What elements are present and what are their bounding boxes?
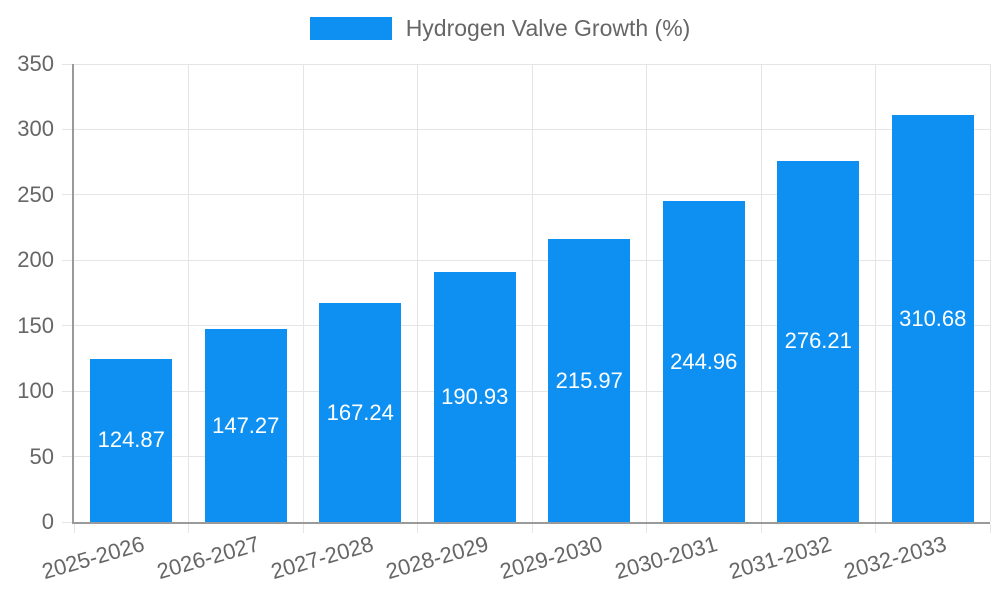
x-axis-tick-label: 2028-2029 xyxy=(382,531,491,585)
y-axis-tick-label: 50 xyxy=(29,443,54,469)
y-tick-mark xyxy=(62,194,72,196)
x-axis-tick-label: 2025-2026 xyxy=(39,531,148,585)
x-tick-mark xyxy=(646,524,647,533)
y-axis-tick-label: 300 xyxy=(17,116,54,142)
legend: Hydrogen Valve Growth (%) xyxy=(0,15,1000,41)
bar: 124.87 xyxy=(90,358,173,522)
x-tick-mark xyxy=(73,524,75,533)
bar-value-label: 124.87 xyxy=(97,427,165,453)
bar: 276.21 xyxy=(777,160,860,522)
x-axis-tick-label: 2030-2031 xyxy=(611,531,720,585)
y-axis-tick-label: 0 xyxy=(41,509,54,534)
bar-value-label: 167.24 xyxy=(326,399,394,425)
x-tick-mark xyxy=(531,524,533,533)
bar: 244.96 xyxy=(662,201,745,522)
bar-value-label: 215.97 xyxy=(555,367,623,393)
x-gridline xyxy=(989,64,991,522)
y-tick-mark xyxy=(62,325,72,327)
y-tick-mark xyxy=(62,390,72,392)
bar: 215.97 xyxy=(548,239,631,522)
bar: 167.24 xyxy=(319,303,402,522)
x-axis-tick-label: 2027-2028 xyxy=(268,531,377,585)
legend-color-swatch xyxy=(309,16,392,40)
y-tick-mark xyxy=(62,63,72,65)
x-tick-mark xyxy=(302,524,304,533)
legend-label: Hydrogen Valve Growth (%) xyxy=(405,15,691,41)
x-gridline xyxy=(302,64,304,522)
legend-item[interactable]: Hydrogen Valve Growth (%) xyxy=(309,15,691,41)
y-axis-tick-label: 350 xyxy=(17,51,54,76)
x-tick-mark xyxy=(989,524,991,533)
bar-value-label: 147.27 xyxy=(212,412,280,438)
y-tick-mark xyxy=(62,259,72,261)
x-tick-mark xyxy=(760,524,762,533)
x-gridline xyxy=(760,64,762,522)
plot-area: 124.87 147.27 167.24 190.93 215.97 244.96 276.… xyxy=(62,63,991,533)
y-tick-mark xyxy=(62,456,72,458)
x-axis-tick-label: 2029-2030 xyxy=(497,531,606,585)
y-axis-tick-label: 150 xyxy=(17,312,54,338)
bar-value-label: 276.21 xyxy=(784,328,852,354)
x-tick-mark xyxy=(188,524,189,533)
x-gridline xyxy=(875,64,876,522)
x-tick-mark xyxy=(875,524,876,533)
bar: 147.27 xyxy=(204,329,287,522)
bar: 190.93 xyxy=(433,272,516,522)
bar-value-label: 244.96 xyxy=(670,348,738,374)
bar: 310.68 xyxy=(891,115,974,522)
y-axis-tick-label: 200 xyxy=(17,247,54,273)
x-gridline xyxy=(646,64,647,522)
x-axis-tick-label: 2026-2027 xyxy=(153,531,262,585)
bar-value-label: 310.68 xyxy=(899,305,967,331)
y-axis-tick-label: 250 xyxy=(17,181,54,207)
y-axis-tick-label: 100 xyxy=(17,378,54,404)
x-gridline xyxy=(188,64,189,522)
x-axis-tick-label: 2032-2033 xyxy=(840,531,949,585)
y-tick-mark xyxy=(62,521,72,523)
x-gridline xyxy=(417,64,418,522)
x-tick-mark xyxy=(417,524,418,533)
bar-value-label: 190.93 xyxy=(441,384,509,410)
y-tick-mark xyxy=(62,128,72,130)
x-gridline xyxy=(531,64,533,522)
x-axis-tick-label: 2031-2032 xyxy=(726,531,835,585)
